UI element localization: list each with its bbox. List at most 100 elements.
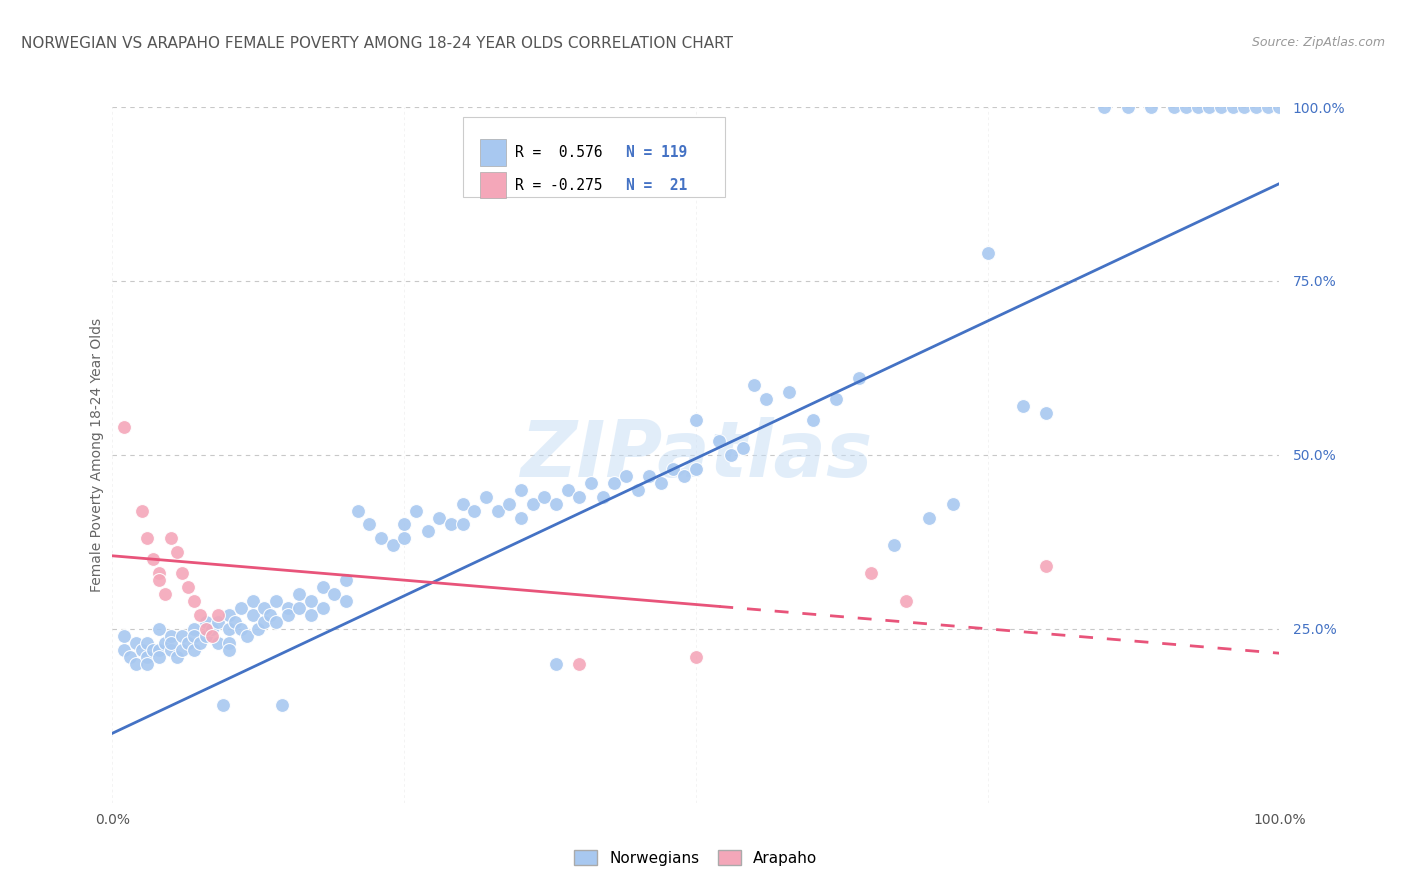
Point: [264, 594, 287, 608]
Point: [661, 462, 683, 476]
Point: [242, 594, 264, 608]
Point: [1222, 100, 1244, 114]
Text: ZIPatlas: ZIPatlas: [520, 417, 872, 493]
Point: [883, 538, 905, 552]
Point: [486, 503, 509, 517]
Point: [755, 392, 778, 407]
Point: [533, 490, 555, 504]
Point: [1140, 100, 1163, 114]
Point: [136, 657, 159, 671]
Point: [1163, 100, 1185, 114]
Point: [136, 636, 159, 650]
Point: [142, 642, 165, 657]
Point: [153, 636, 176, 650]
Point: [166, 545, 188, 559]
Point: [112, 420, 135, 434]
Point: [1233, 100, 1256, 114]
Point: [579, 475, 602, 490]
Point: [346, 503, 368, 517]
Point: [323, 587, 346, 601]
Point: [183, 629, 205, 643]
Point: [148, 622, 170, 636]
Text: R =  0.576: R = 0.576: [515, 145, 603, 160]
Point: [416, 524, 439, 539]
Point: [125, 636, 148, 650]
Point: [112, 642, 135, 657]
Point: [522, 497, 544, 511]
Point: [427, 510, 450, 524]
Point: [160, 629, 183, 643]
Point: [1175, 100, 1198, 114]
Point: [1035, 406, 1057, 420]
Point: [731, 441, 754, 455]
Point: [860, 566, 883, 581]
Point: [1268, 100, 1291, 114]
Point: [942, 497, 965, 511]
Text: R = -0.275: R = -0.275: [515, 178, 603, 193]
Point: [568, 490, 591, 504]
Point: [253, 615, 276, 629]
Point: [638, 468, 661, 483]
Point: [194, 622, 217, 636]
Y-axis label: Female Poverty Among 18-24 Year Olds: Female Poverty Among 18-24 Year Olds: [90, 318, 104, 592]
Point: [288, 587, 311, 601]
Point: [288, 601, 311, 615]
Point: [359, 517, 381, 532]
Point: [603, 475, 626, 490]
Point: [1035, 559, 1057, 574]
Point: [229, 622, 252, 636]
Point: [229, 601, 252, 615]
Point: [1209, 100, 1232, 114]
Point: [212, 698, 235, 713]
Point: [118, 649, 141, 664]
Point: [335, 594, 357, 608]
Text: N = 119: N = 119: [626, 145, 688, 160]
Point: [381, 538, 404, 552]
Point: [1011, 399, 1033, 413]
Point: [498, 497, 520, 511]
Point: [685, 649, 707, 664]
Point: [744, 378, 766, 392]
Point: [592, 490, 614, 504]
Point: [557, 483, 579, 497]
Point: [848, 371, 870, 385]
Point: [475, 490, 498, 504]
Point: [1244, 100, 1267, 114]
Point: [172, 629, 194, 643]
FancyBboxPatch shape: [479, 139, 506, 166]
Point: [172, 566, 194, 581]
Point: [112, 629, 135, 643]
Point: [201, 622, 224, 636]
FancyBboxPatch shape: [479, 172, 506, 198]
Point: [1198, 100, 1220, 114]
Point: [207, 636, 229, 650]
Point: [172, 642, 194, 657]
Point: [177, 580, 200, 594]
Point: [160, 532, 183, 546]
Point: [673, 468, 696, 483]
Point: [451, 517, 474, 532]
Point: [166, 649, 188, 664]
Point: [801, 413, 824, 427]
Point: [568, 657, 591, 671]
Point: [627, 483, 650, 497]
Point: [614, 468, 637, 483]
Point: [183, 642, 205, 657]
Point: [188, 607, 211, 622]
Point: [183, 622, 205, 636]
Point: [440, 517, 463, 532]
Point: [544, 497, 567, 511]
Point: [276, 607, 298, 622]
Point: [194, 629, 217, 643]
Point: [242, 607, 264, 622]
Point: [685, 413, 707, 427]
Point: [201, 629, 224, 643]
Point: [311, 601, 333, 615]
Point: [160, 636, 183, 650]
Point: [335, 573, 357, 587]
Point: [1257, 100, 1279, 114]
Point: [148, 642, 170, 657]
Text: NORWEGIAN VS ARAPAHO FEMALE POVERTY AMONG 18-24 YEAR OLDS CORRELATION CHART: NORWEGIAN VS ARAPAHO FEMALE POVERTY AMON…: [21, 36, 733, 51]
Point: [650, 475, 672, 490]
Point: [311, 580, 333, 594]
